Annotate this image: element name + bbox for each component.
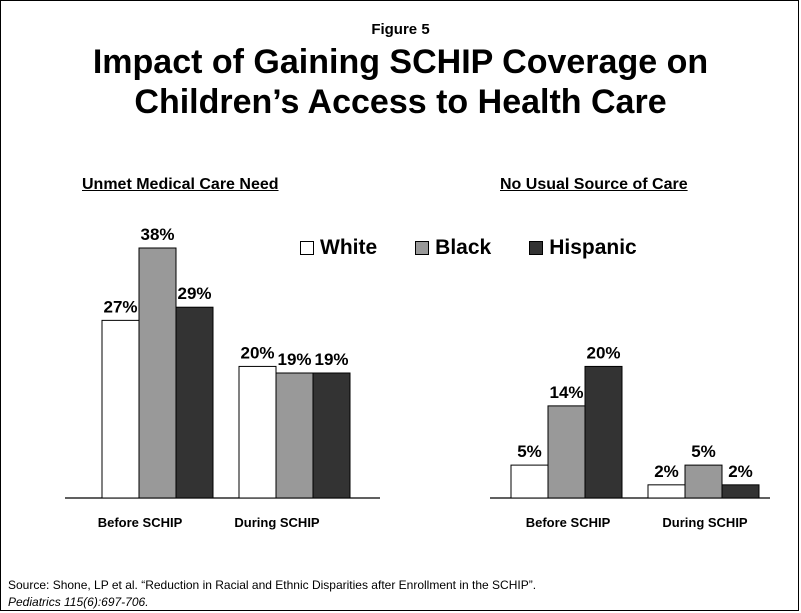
- bar-1-1-2: [721, 484, 760, 499]
- category-label-0-0: Before SCHIP: [98, 515, 183, 530]
- source-journal: Pediatrics 115(6):697-706.: [8, 595, 149, 609]
- bar-value-label-0-1-2: 19%: [314, 350, 348, 369]
- bar-0-1-0: [238, 365, 277, 499]
- bar-value-label-0-0-2: 29%: [177, 284, 211, 303]
- bar-0-1-2: [312, 372, 351, 499]
- legend-swatch-white: [300, 241, 314, 255]
- bar-0-1-1: [275, 372, 314, 499]
- category-label-1-1: During SCHIP: [662, 515, 748, 530]
- legend-item-white: White: [300, 236, 377, 260]
- panel-title-no-usual-source: No Usual Source of Care: [500, 176, 688, 193]
- bar-value-label-0-0-0: 27%: [103, 297, 137, 316]
- bar-0-0-0: [101, 319, 140, 499]
- bar-value-label-1-1-0: 2%: [654, 462, 679, 481]
- bar-value-label-1-1-2: 2%: [728, 462, 753, 481]
- legend-label-white: White: [320, 236, 378, 259]
- legend-item-hispanic: Hispanic: [529, 236, 637, 260]
- legend-item-black: Black: [415, 236, 491, 260]
- legend-label-hispanic: Hispanic: [549, 236, 637, 259]
- figure-label: Figure 5: [371, 21, 430, 38]
- legend: White Black Hispanic: [300, 236, 675, 260]
- bar-1-1-0: [647, 484, 686, 499]
- bar-0-0-2: [175, 306, 214, 499]
- source-citation: Source: Shone, LP et al. “Reduction in R…: [8, 578, 537, 592]
- bar-1-1-1: [684, 464, 723, 499]
- bar-value-label-0-1-0: 20%: [240, 343, 274, 362]
- chart-title: Impact of Gaining SCHIP Coverage on Chil…: [0, 42, 801, 122]
- bar-value-label-1-1-1: 5%: [691, 442, 716, 461]
- bar-value-label-1-0-1: 14%: [549, 383, 583, 402]
- bar-value-label-1-0-0: 5%: [517, 442, 542, 461]
- legend-swatch-black: [415, 241, 430, 255]
- bar-value-label-1-0-2: 20%: [586, 343, 620, 362]
- panel-title-unmet-need: Unmet Medical Care Need: [82, 176, 279, 193]
- bar-value-label-0-0-1: 38%: [140, 225, 174, 244]
- source-note: Source: Shone, LP et al. “Reduction in R…: [8, 577, 536, 611]
- legend-swatch-hispanic: [529, 241, 544, 255]
- bar-0-0-1: [138, 247, 177, 499]
- category-label-0-1: During SCHIP: [234, 515, 320, 530]
- chart-title-line2: Children’s Access to Health Care: [134, 83, 667, 121]
- category-label-1-0: Before SCHIP: [526, 515, 611, 530]
- bar-value-label-0-1-1: 19%: [277, 350, 311, 369]
- bar-1-0-2: [584, 365, 623, 499]
- bar-1-0-1: [547, 405, 586, 499]
- bar-1-0-0: [510, 464, 549, 499]
- legend-label-black: Black: [435, 236, 492, 259]
- chart-title-line1: Impact of Gaining SCHIP Coverage on: [92, 43, 709, 81]
